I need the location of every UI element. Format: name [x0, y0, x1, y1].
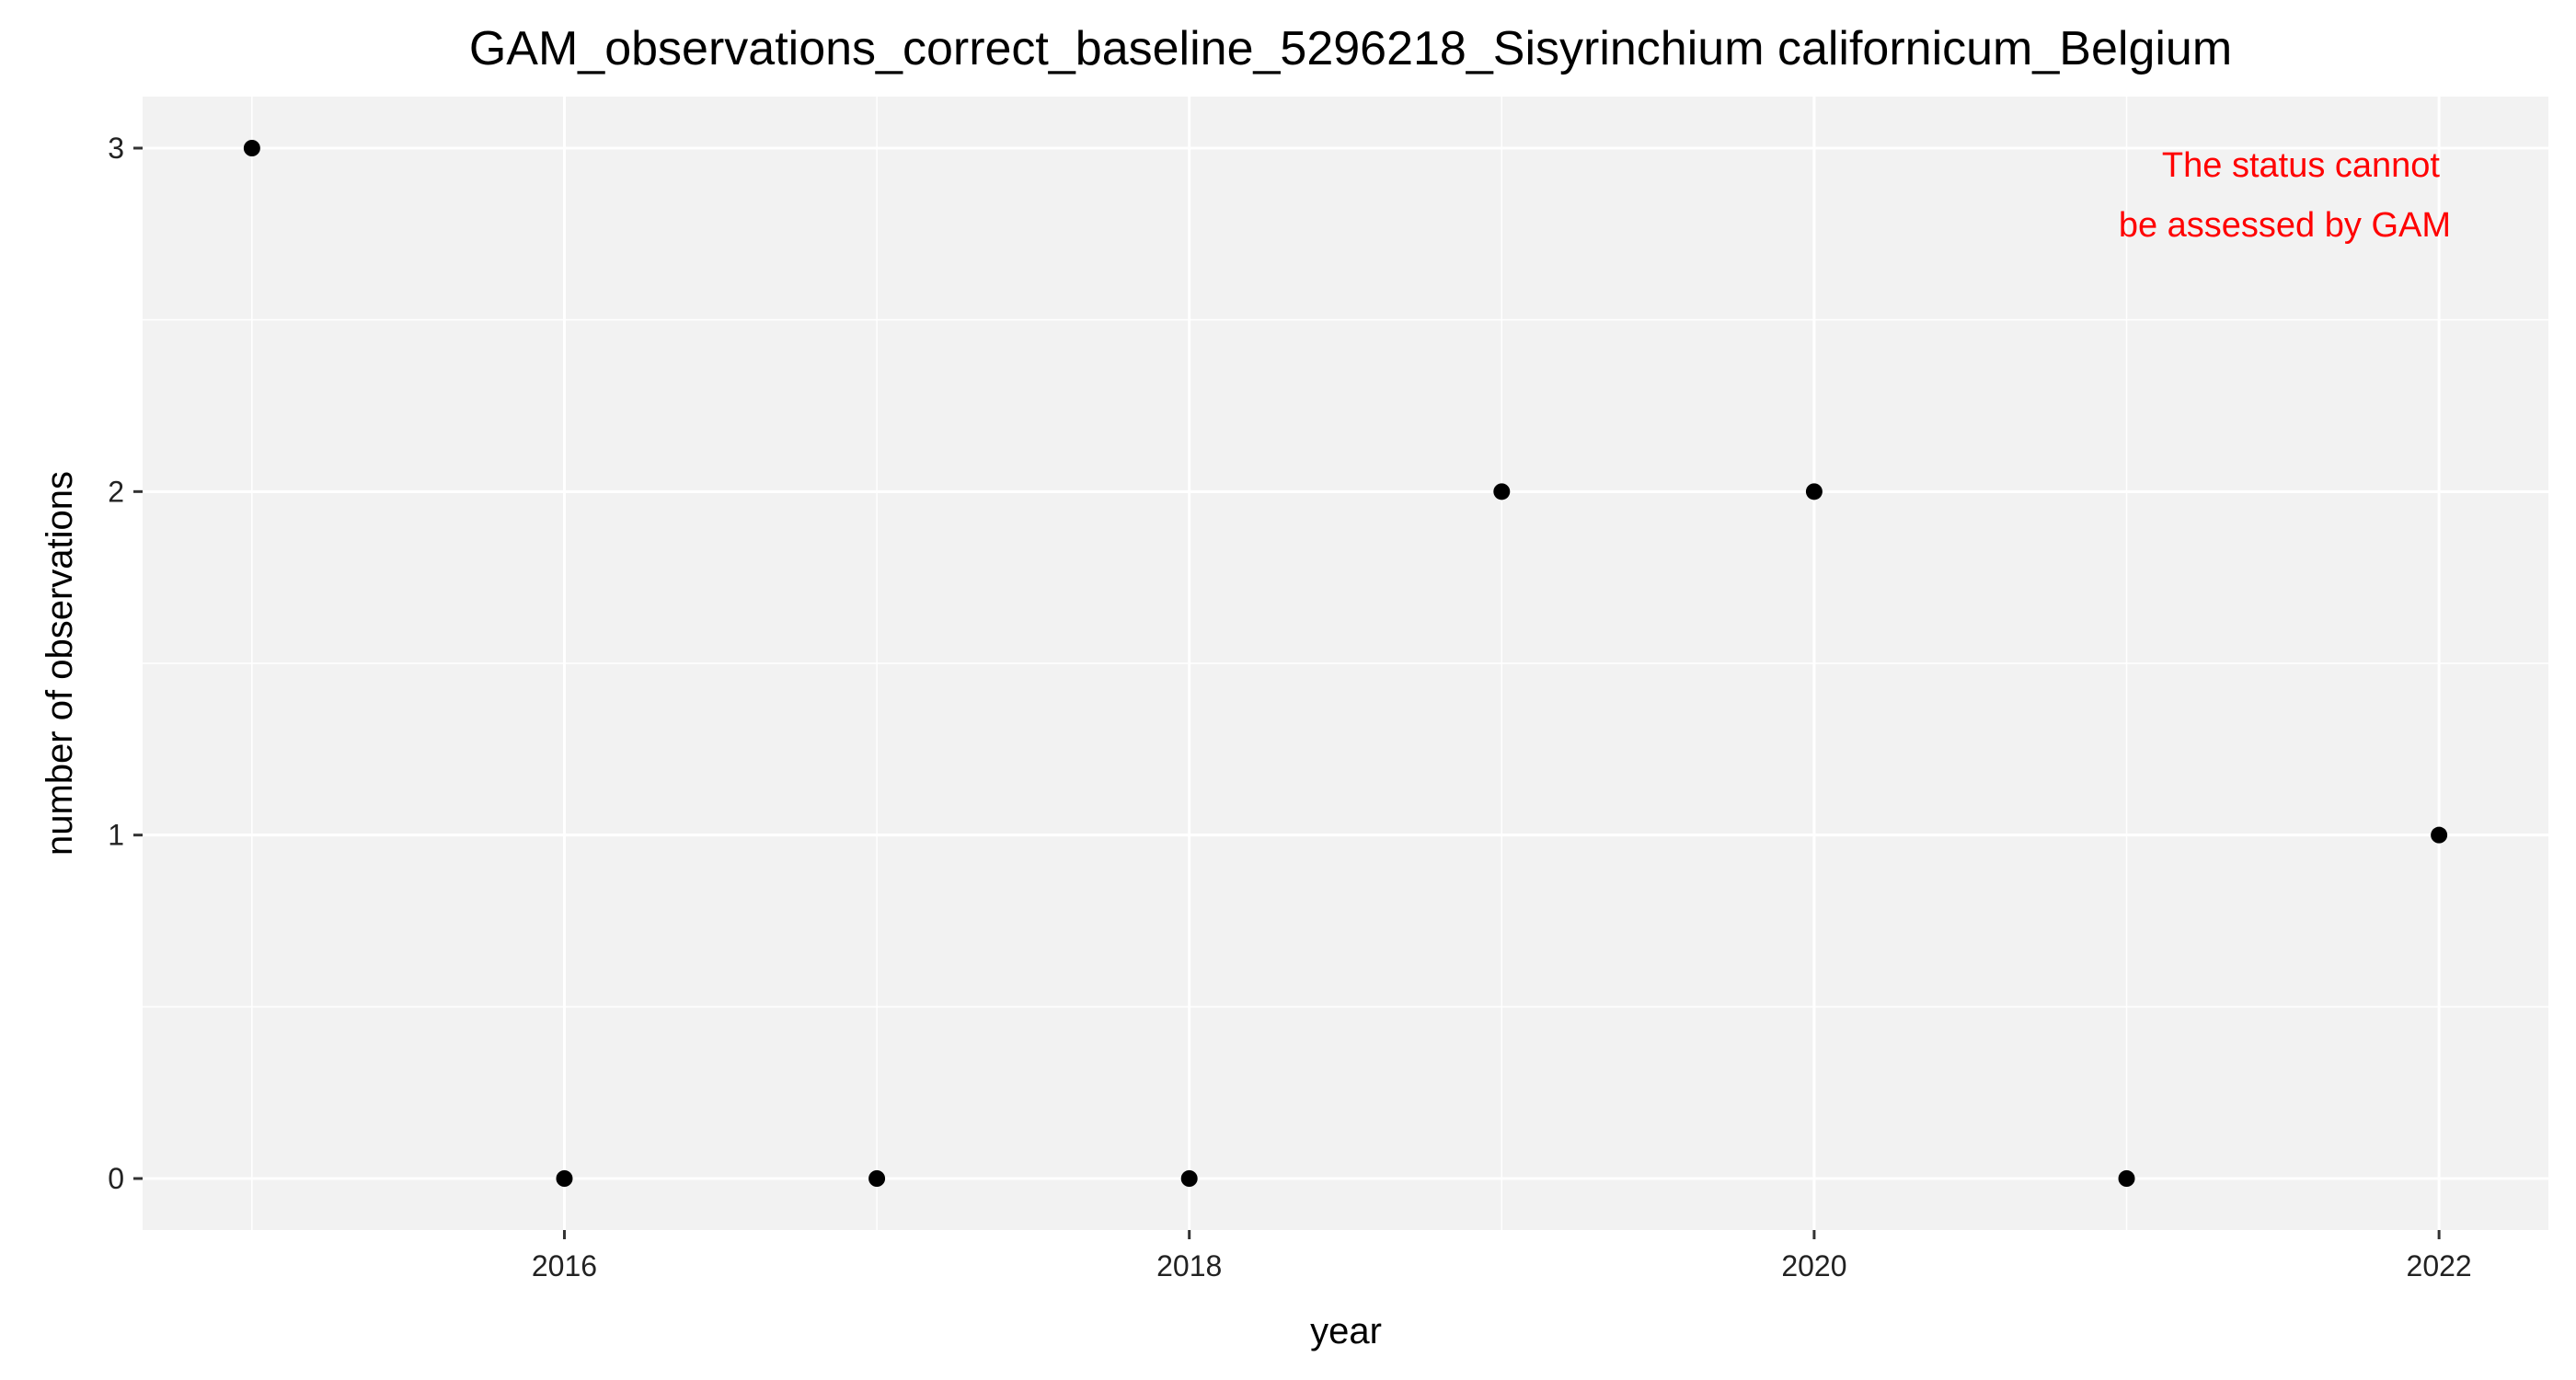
- y-tick-label: 3: [108, 132, 124, 165]
- y-tick-label: 1: [108, 819, 124, 852]
- grid-major: [143, 97, 2548, 1230]
- axis-ticks: 2016 2018 2020 2022 0 1 2 3: [108, 132, 2472, 1282]
- data-point: [2118, 1170, 2135, 1187]
- data-points: [243, 140, 2448, 1187]
- data-point: [243, 140, 260, 156]
- x-tick-label: 2020: [1781, 1249, 1846, 1282]
- y-axis-title: number of observations: [40, 471, 80, 856]
- y-tick-label: 2: [108, 475, 124, 508]
- x-tick-label: 2018: [1156, 1249, 1222, 1282]
- grid-minor: [143, 97, 2548, 1230]
- data-point: [1805, 483, 1823, 500]
- data-point: [868, 1170, 886, 1187]
- data-point: [1180, 1170, 1198, 1187]
- annotation-line-2: be assessed by GAM: [2119, 206, 2451, 245]
- x-tick-label: 2016: [532, 1249, 597, 1282]
- chart-title: GAM_observations_correct_baseline_529621…: [469, 22, 2232, 75]
- x-axis-title: year: [1310, 1311, 1382, 1351]
- data-point: [556, 1170, 573, 1187]
- y-tick-label: 0: [108, 1162, 124, 1195]
- data-point: [1493, 483, 1511, 500]
- annotation-line-1: The status cannot: [2162, 146, 2441, 185]
- x-tick-label: 2022: [2407, 1249, 2472, 1282]
- data-point: [2431, 826, 2448, 844]
